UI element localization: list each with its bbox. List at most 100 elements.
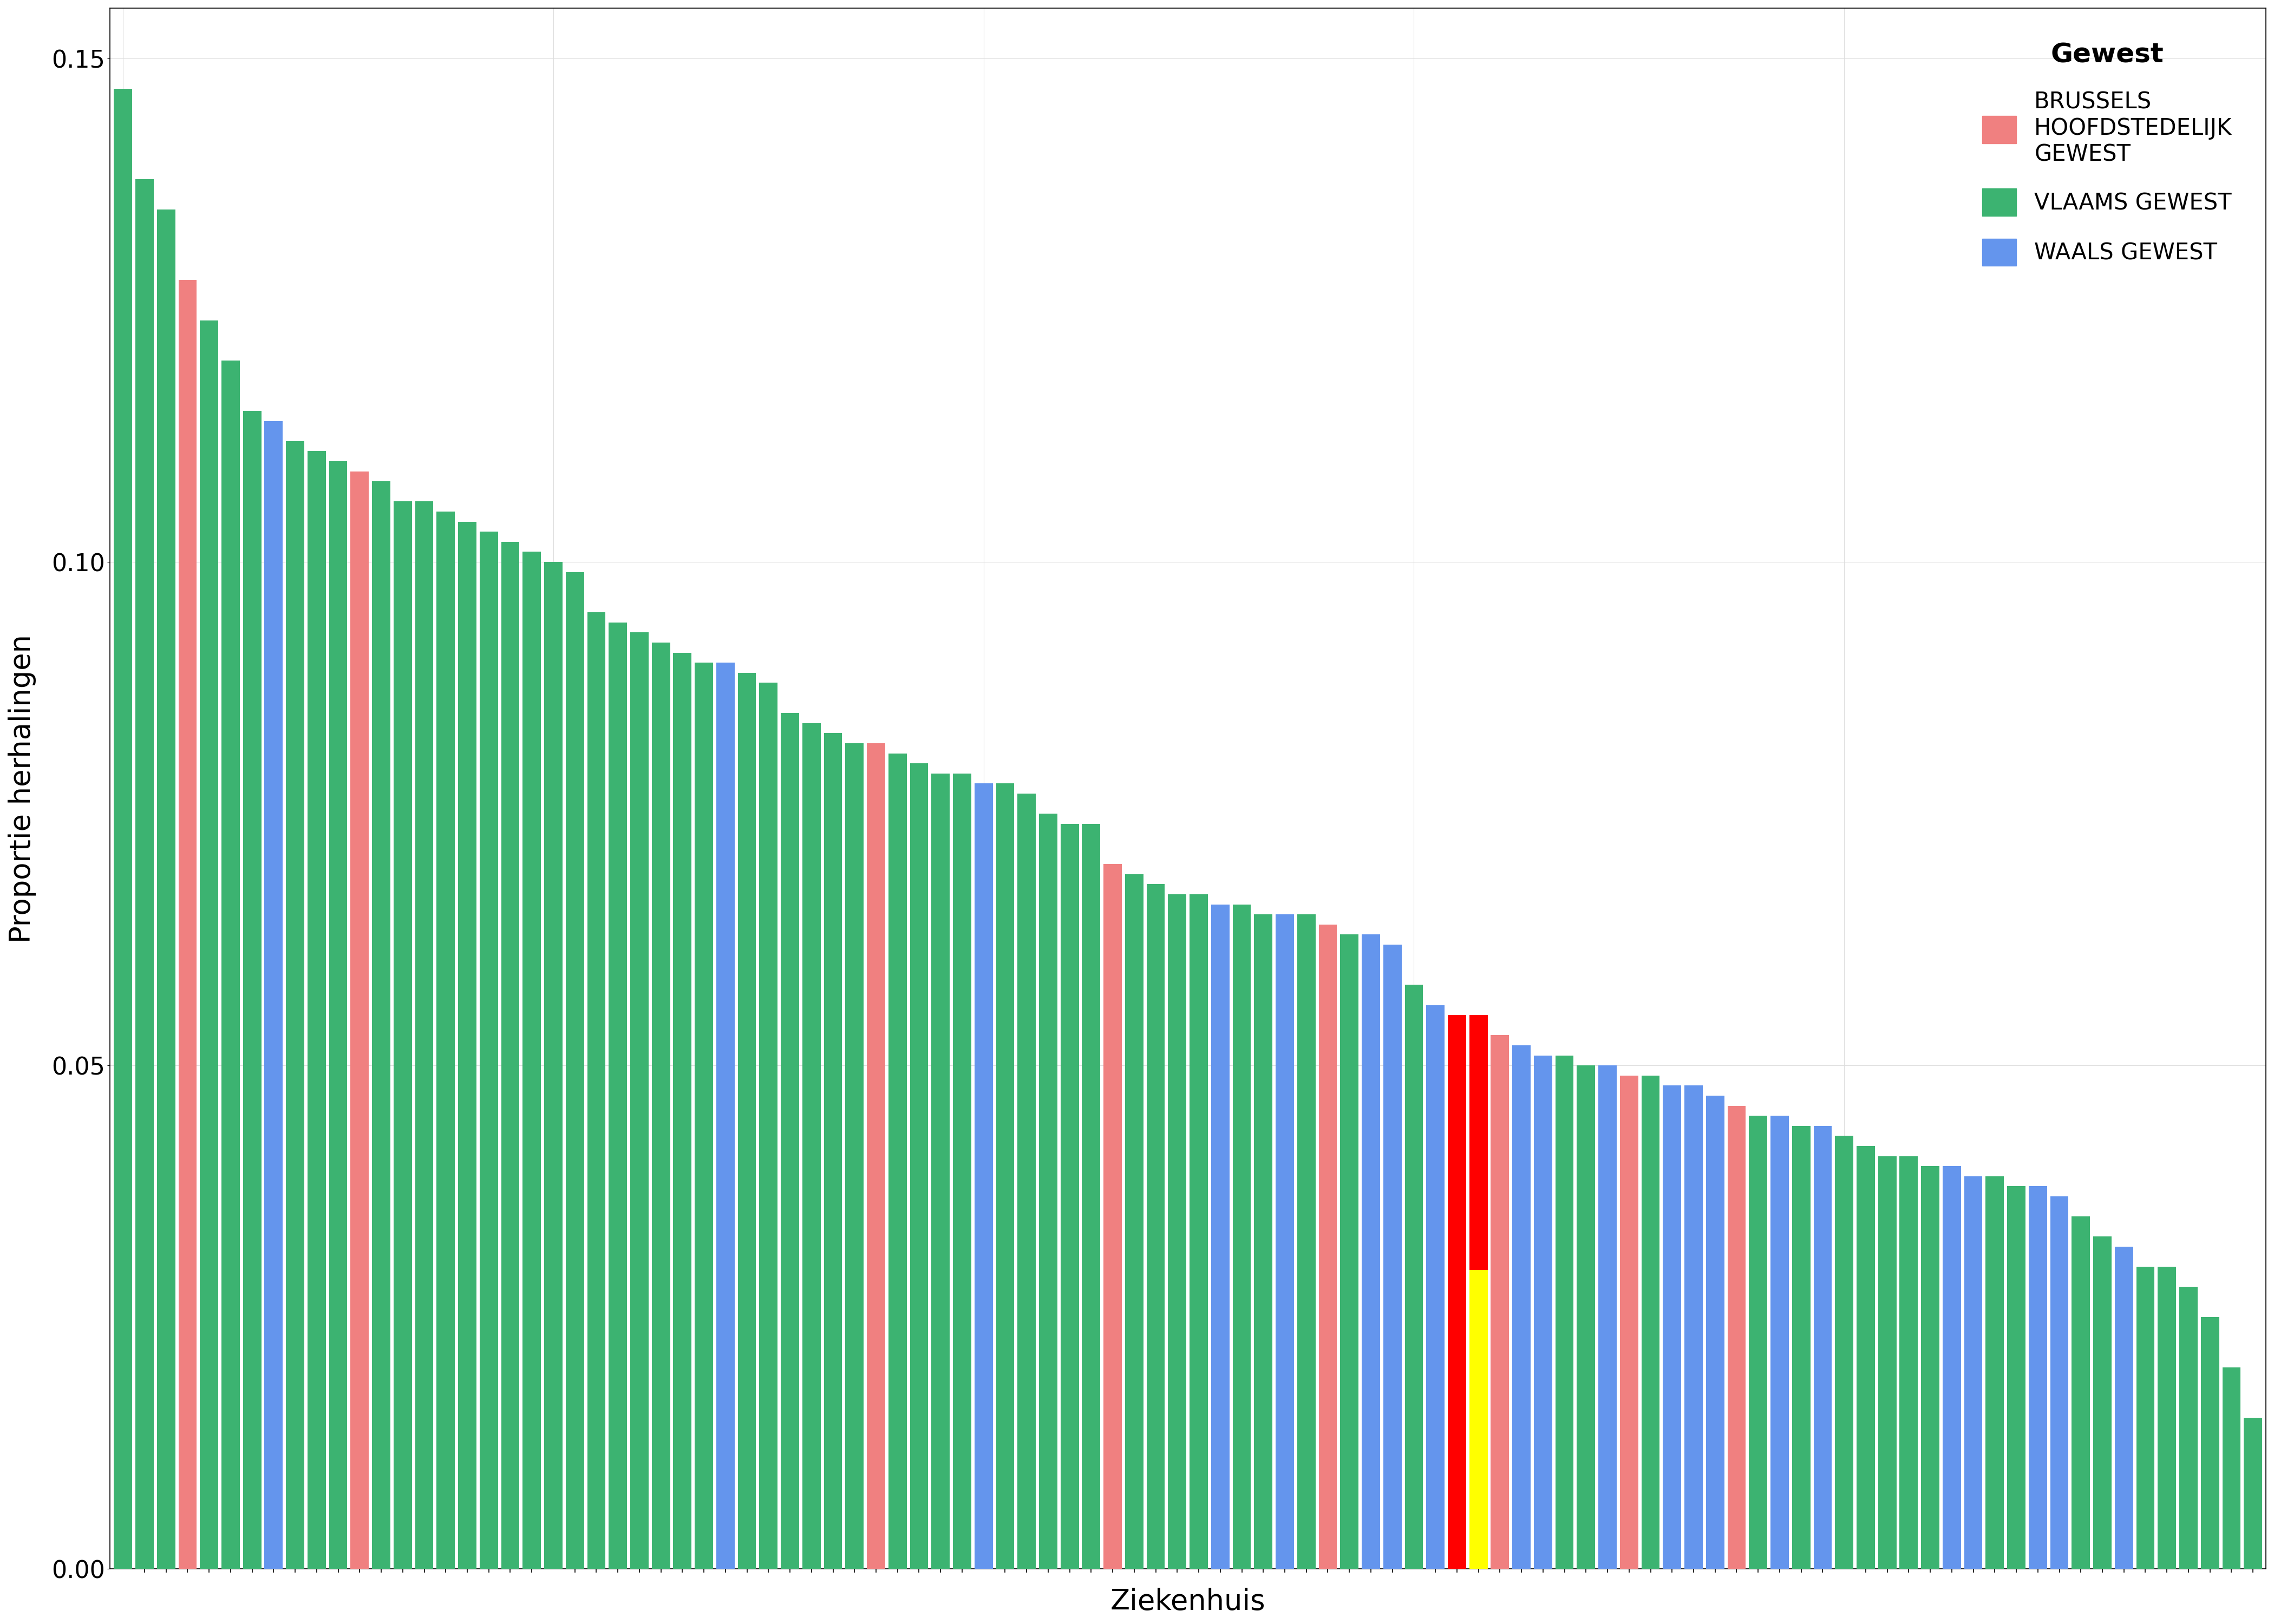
Bar — [1103, 864, 1121, 1569]
Bar — [393, 502, 412, 1569]
Bar — [1942, 1166, 1960, 1569]
Bar — [177, 279, 198, 1569]
Bar — [932, 773, 951, 1569]
Bar — [1512, 1046, 1530, 1569]
Bar — [653, 643, 671, 1569]
Bar — [1985, 1176, 2003, 1569]
Bar — [114, 89, 132, 1569]
Bar — [1296, 914, 1314, 1569]
Bar — [803, 723, 821, 1569]
Bar — [760, 682, 778, 1569]
Bar — [1449, 1015, 1467, 1569]
Bar — [1965, 1176, 1983, 1569]
Bar — [200, 320, 218, 1569]
Bar — [1060, 823, 1078, 1569]
Bar — [1619, 1075, 1637, 1569]
Bar — [264, 421, 282, 1569]
Bar — [566, 572, 584, 1569]
Bar — [1189, 895, 1207, 1569]
Bar — [1792, 1125, 1810, 1569]
Bar — [1576, 1065, 1594, 1569]
X-axis label: Ziekenhuis: Ziekenhuis — [1110, 1588, 1267, 1616]
Bar — [523, 552, 541, 1569]
Bar — [1922, 1166, 1940, 1569]
Bar — [1383, 945, 1401, 1569]
Bar — [1856, 1147, 1874, 1569]
Bar — [889, 754, 907, 1569]
Bar — [373, 481, 391, 1569]
Bar — [1126, 874, 1144, 1569]
Bar — [1492, 1034, 1510, 1569]
Bar — [2201, 1317, 2219, 1569]
Bar — [287, 442, 305, 1569]
Bar — [1082, 823, 1101, 1569]
Bar — [1662, 1085, 1680, 1569]
Bar — [1469, 1015, 1487, 1270]
Bar — [996, 783, 1014, 1569]
Bar — [976, 783, 994, 1569]
Bar — [2094, 1236, 2113, 1569]
Bar — [866, 744, 885, 1569]
Bar — [307, 451, 325, 1569]
Bar — [1146, 883, 1164, 1569]
Bar — [587, 612, 605, 1569]
Bar — [630, 632, 648, 1569]
Bar — [2158, 1267, 2176, 1569]
Bar — [737, 672, 755, 1569]
Bar — [2072, 1216, 2090, 1569]
Bar — [1339, 934, 1358, 1569]
Bar — [823, 732, 841, 1569]
Bar — [480, 531, 498, 1569]
Bar — [1835, 1135, 1853, 1569]
Bar — [716, 663, 735, 1569]
Bar — [2135, 1267, 2153, 1569]
Bar — [416, 502, 434, 1569]
Bar — [437, 512, 455, 1569]
Bar — [1319, 924, 1337, 1569]
Bar — [2244, 1418, 2263, 1569]
Bar — [330, 461, 348, 1569]
Bar — [2115, 1247, 2133, 1569]
Bar — [1749, 1116, 1767, 1569]
Bar — [953, 773, 971, 1569]
Bar — [2051, 1197, 2069, 1569]
Bar — [1405, 984, 1424, 1569]
Bar — [1599, 1065, 1617, 1569]
Bar — [1039, 814, 1057, 1569]
Bar — [1276, 914, 1294, 1569]
Bar — [1878, 1156, 1897, 1569]
Bar — [1642, 1075, 1660, 1569]
Bar — [910, 763, 928, 1569]
Bar — [1815, 1125, 1833, 1569]
Bar — [2008, 1186, 2026, 1569]
Bar — [780, 713, 798, 1569]
Bar — [1899, 1156, 1917, 1569]
Bar — [1016, 794, 1035, 1569]
Bar — [696, 663, 714, 1569]
Bar — [1469, 1270, 1487, 1569]
Legend: BRUSSELS
HOOFDSTEDELIJK
GEWEST, VLAAMS GEWEST, WAALS GEWEST: BRUSSELS HOOFDSTEDELIJK GEWEST, VLAAMS G… — [1960, 19, 2254, 289]
Bar — [221, 361, 239, 1569]
Bar — [1233, 905, 1251, 1569]
Bar — [1362, 934, 1380, 1569]
Bar — [1555, 1056, 1574, 1569]
Bar — [1771, 1116, 1790, 1569]
Bar — [1426, 1005, 1444, 1569]
Bar — [157, 209, 175, 1569]
Bar — [243, 411, 262, 1569]
Bar — [1685, 1085, 1703, 1569]
Bar — [609, 622, 628, 1569]
Bar — [1169, 895, 1187, 1569]
Bar — [457, 521, 475, 1569]
Bar — [846, 744, 864, 1569]
Bar — [1255, 914, 1273, 1569]
Bar — [500, 542, 518, 1569]
Bar — [136, 179, 155, 1569]
Bar — [2222, 1367, 2240, 1569]
Y-axis label: Proportie herhalingen: Proportie herhalingen — [9, 635, 36, 944]
Bar — [543, 562, 562, 1569]
Bar — [1212, 905, 1230, 1569]
Bar — [2028, 1186, 2047, 1569]
Bar — [673, 653, 691, 1569]
Bar — [1706, 1096, 1724, 1569]
